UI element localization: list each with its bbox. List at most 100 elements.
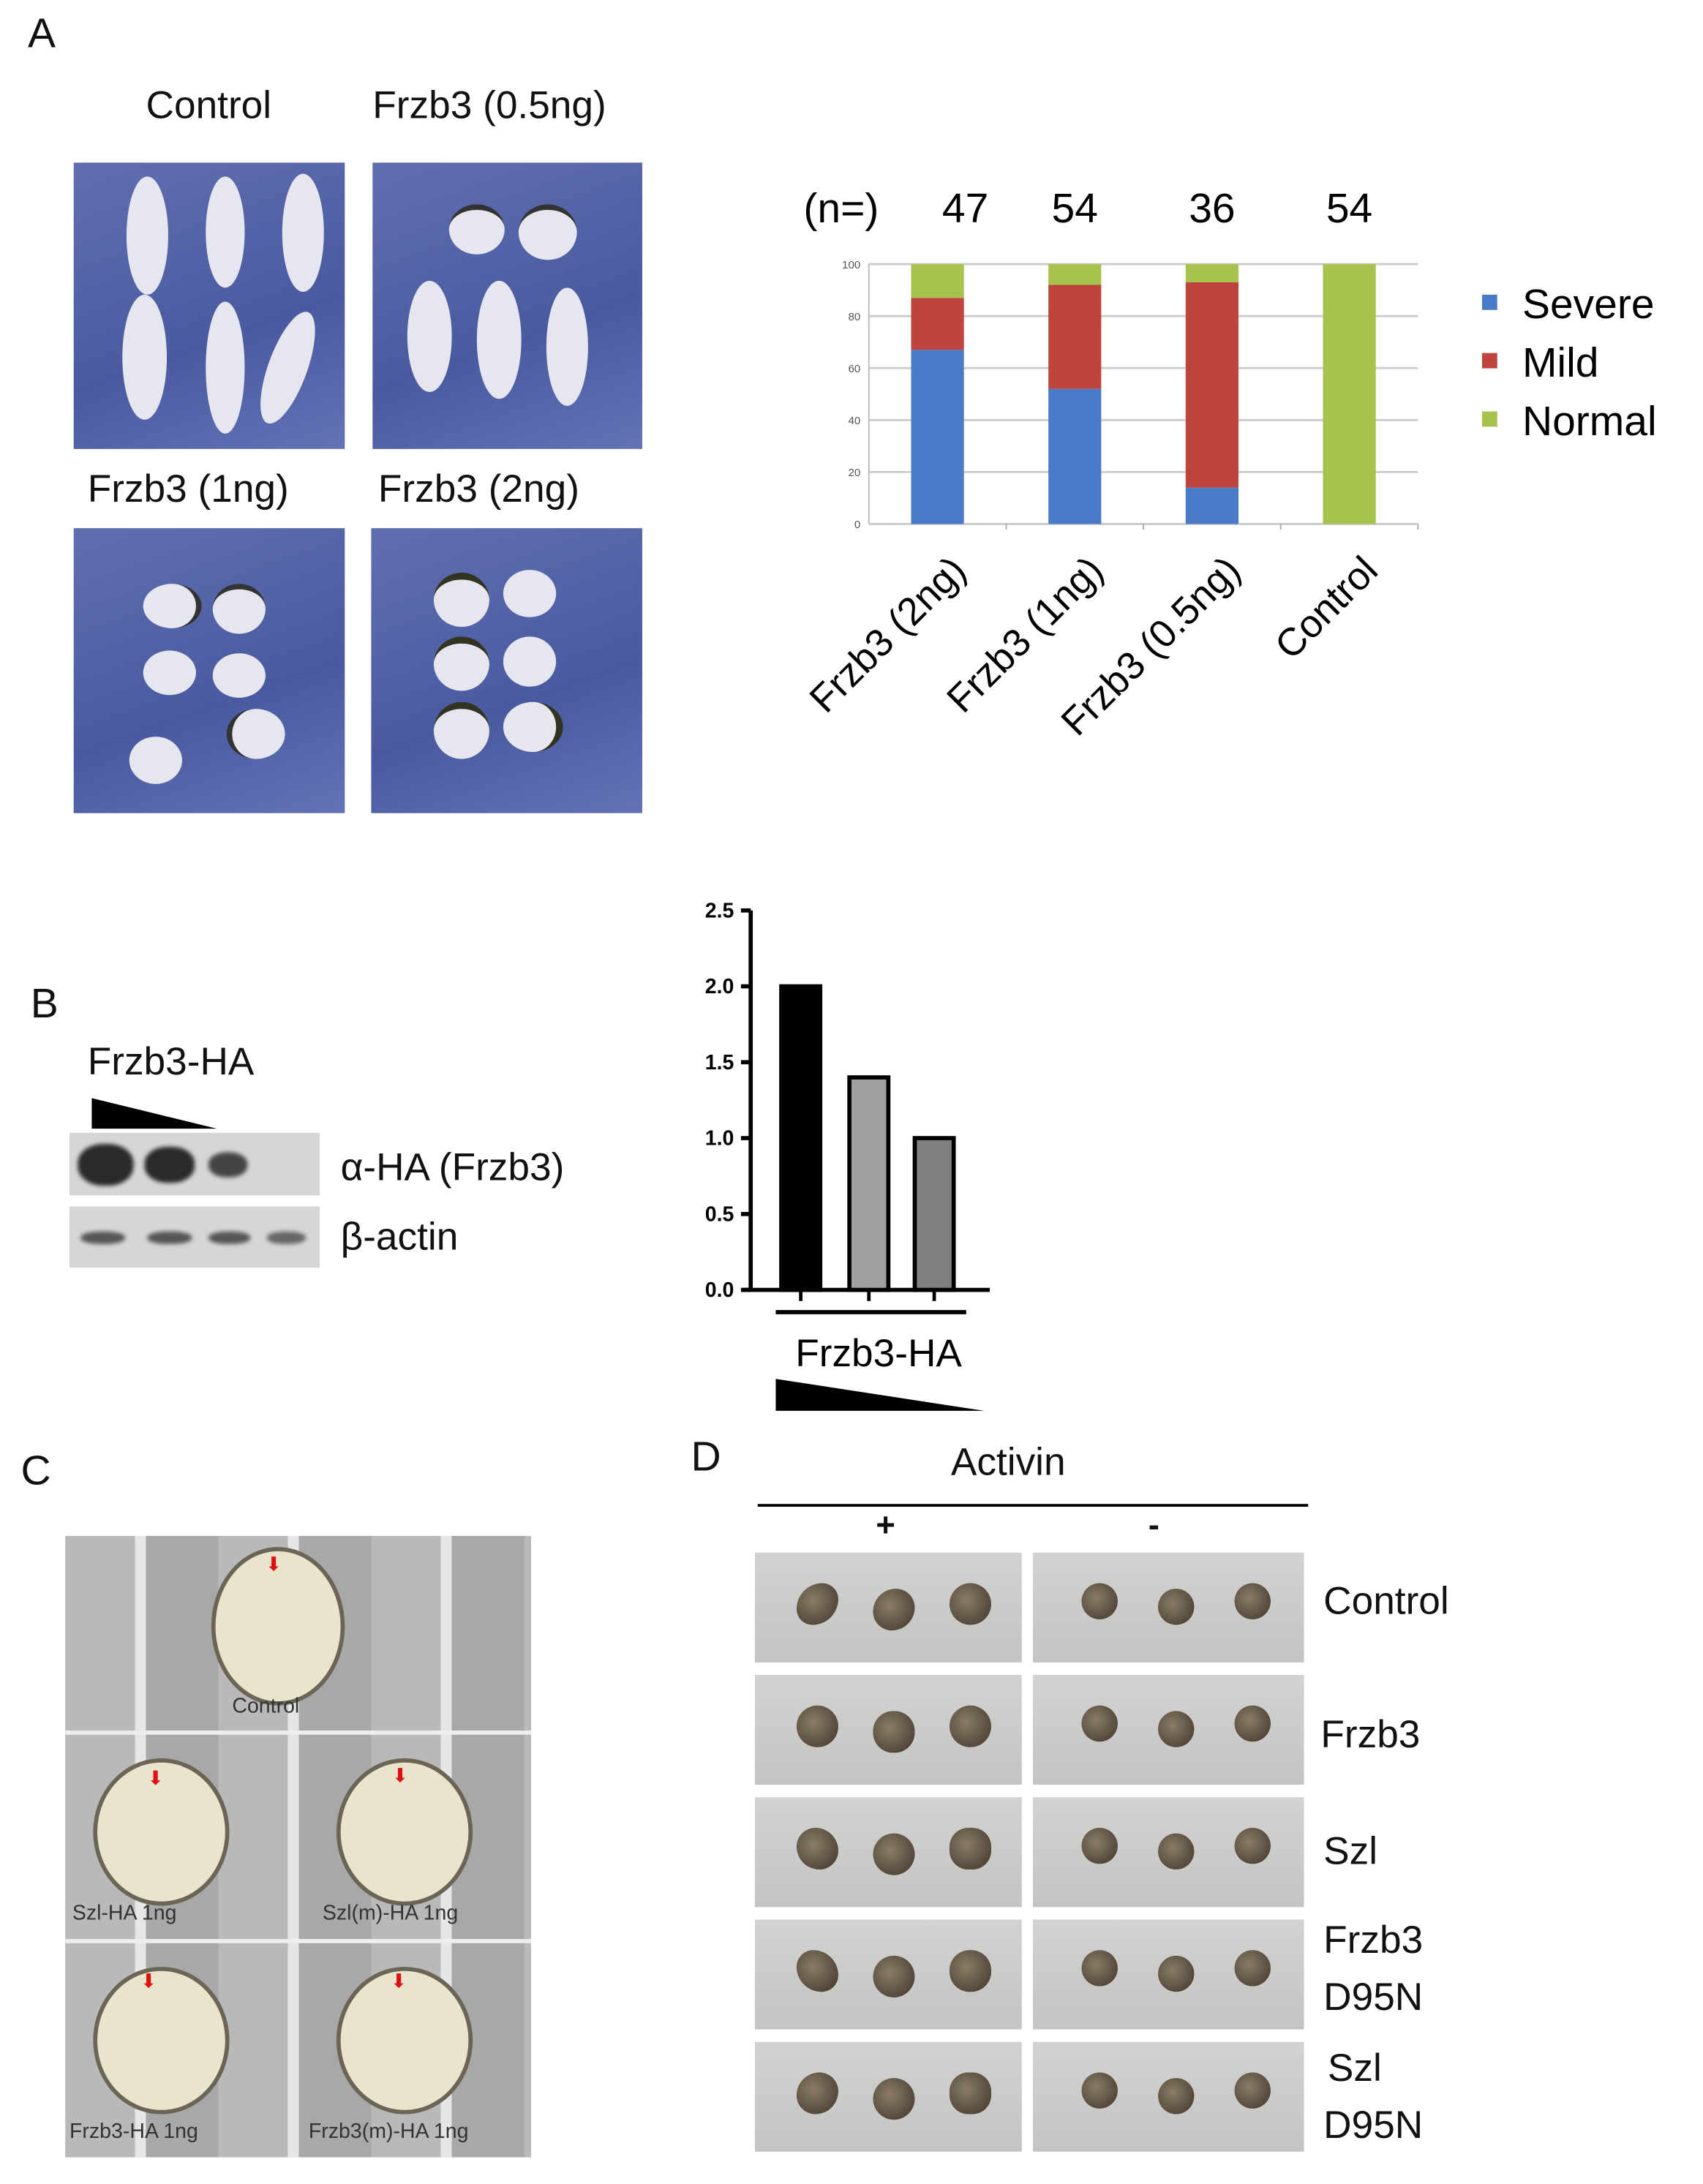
embryo-photo-2ng xyxy=(371,528,642,813)
photo-label: Szl(m)-HA 1ng xyxy=(322,1901,459,1926)
explant-photo xyxy=(754,1552,1022,1663)
arrow-down-icon: ⬇ xyxy=(147,1766,164,1789)
explant xyxy=(949,2072,991,2115)
explant xyxy=(796,1705,838,1747)
explant-photo xyxy=(754,2041,1022,2152)
embryo-photo-panel-c: ⬇ ⬇ ⬇ ⬇ ⬇ Control Szl-HA 1ng Szl(m)-HA 1… xyxy=(65,1535,531,2158)
y-tick-label: 1.5 xyxy=(705,1051,734,1074)
explant xyxy=(873,1833,915,1875)
explant xyxy=(873,1589,915,1631)
blot-row-label-ha: α-HA (Frzb3) xyxy=(340,1145,565,1189)
explant xyxy=(796,1828,838,1870)
column-plus: + xyxy=(876,1507,895,1545)
y-tick-label: 40 xyxy=(848,415,860,427)
explant xyxy=(873,1955,915,1997)
explant xyxy=(949,1583,991,1625)
explant xyxy=(1158,2078,1195,2115)
legend-label: Normal xyxy=(1522,398,1657,445)
explant xyxy=(949,1950,991,1992)
row-label-control: Control xyxy=(1323,1578,1449,1622)
y-tick-label: 1.0 xyxy=(705,1127,734,1151)
blot-row-label-actin: β-actin xyxy=(340,1214,459,1258)
bar-segment-mild xyxy=(1048,285,1102,389)
dose-triangle-icon xyxy=(775,1379,985,1411)
explant xyxy=(1234,2072,1271,2109)
y-tick-label: 80 xyxy=(848,311,860,323)
legend-swatch xyxy=(1481,353,1497,369)
bar-segment-mild xyxy=(1185,282,1239,488)
row-label-szl: Szl xyxy=(1323,1829,1378,1872)
explant xyxy=(1234,1705,1271,1742)
bar-segment-normal xyxy=(1048,264,1102,285)
explant-photo xyxy=(1032,1797,1304,1908)
explant-photo xyxy=(1032,2041,1304,2152)
y-tick-label: 0 xyxy=(854,519,860,531)
activin-header: Activin xyxy=(950,1439,1066,1483)
explant xyxy=(1081,1705,1118,1742)
panel-d-letter: D xyxy=(691,1434,721,1480)
explant-photo xyxy=(1032,1674,1304,1785)
n-value: 54 xyxy=(1052,185,1098,232)
explant xyxy=(873,1711,915,1753)
photo-label: Frzb3(m)-HA 1ng xyxy=(308,2120,469,2144)
explant xyxy=(1081,1950,1118,1987)
explant xyxy=(1234,1583,1271,1619)
explant-photo xyxy=(1032,1919,1304,2030)
bar-segment-normal xyxy=(1323,264,1376,524)
row-label-frzb3: Frzb3 xyxy=(1320,1712,1421,1756)
explant xyxy=(1081,1583,1118,1619)
explant xyxy=(873,2078,915,2120)
arrow-down-icon: ⬇ xyxy=(140,1969,157,1992)
legend-swatch xyxy=(1481,411,1497,427)
y-tick-label: 0.0 xyxy=(705,1279,734,1302)
embryo-photo-control xyxy=(73,162,345,449)
row-label-szl-d95n-2: D95N xyxy=(1323,2103,1424,2147)
explant xyxy=(796,1583,838,1625)
arrow-down-icon: ⬇ xyxy=(391,1969,407,1992)
explant-photo xyxy=(754,1919,1022,2030)
n-value: 47 xyxy=(942,185,988,232)
n-value: 54 xyxy=(1326,185,1372,232)
photo-label-2ng: Frzb3 (2ng) xyxy=(377,467,579,511)
photo-label: Control xyxy=(232,1694,300,1718)
legend-swatch xyxy=(1481,294,1497,310)
bar-segment-mild xyxy=(911,298,964,350)
bar-segment-severe xyxy=(1048,388,1102,524)
y-tick-label: 0.5 xyxy=(705,1202,734,1226)
explant xyxy=(796,1950,838,1992)
explant xyxy=(1081,2072,1118,2109)
row-label-frzb3-d95n: Frzb3 xyxy=(1323,1918,1424,1962)
explant xyxy=(1158,1955,1195,1992)
photo-label-05ng: Frzb3 (0.5ng) xyxy=(372,83,606,127)
x-tick-label: Control xyxy=(1267,549,1386,668)
bar xyxy=(912,1136,956,1292)
panel-a-letter: A xyxy=(28,11,56,57)
header-line xyxy=(757,1504,1309,1507)
explant xyxy=(1158,1711,1195,1747)
y-tick-label: 100 xyxy=(842,259,860,271)
explant-photo xyxy=(754,1797,1022,1908)
row-label-frzb3-d95n-2: D95N xyxy=(1323,1975,1424,2019)
explant-photo xyxy=(1032,1552,1304,1663)
y-tick-label: 2.0 xyxy=(705,975,734,998)
row-label-szl-d95n: Szl xyxy=(1327,2046,1382,2090)
y-tick-label: 2.5 xyxy=(705,899,734,922)
explant xyxy=(1081,1828,1118,1864)
n-value: 36 xyxy=(1189,185,1235,232)
bar xyxy=(847,1075,891,1292)
arrow-down-icon: ⬇ xyxy=(265,1552,282,1575)
explant xyxy=(949,1828,991,1870)
bar-segment-normal xyxy=(911,264,964,298)
embryo-photo-1ng xyxy=(73,528,345,813)
dose-triangle-icon xyxy=(91,1098,217,1129)
explant xyxy=(1158,1833,1195,1870)
arrow-down-icon: ⬇ xyxy=(391,1763,409,1787)
photo-label: Frzb3-HA 1ng xyxy=(69,2120,198,2144)
western-blot-actin xyxy=(69,1206,320,1268)
embryo-photo-05ng xyxy=(372,162,642,449)
y-tick-label: 60 xyxy=(848,363,860,375)
photo-label-control: Control xyxy=(146,83,272,127)
explant xyxy=(1234,1828,1271,1864)
photo-label: Szl-HA 1ng xyxy=(72,1901,177,1926)
